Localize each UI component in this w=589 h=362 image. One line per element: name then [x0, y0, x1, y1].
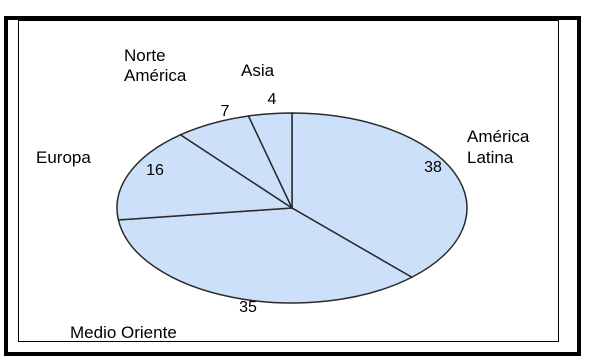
pie-slice-america-latina — [291, 112, 468, 279]
pie-slice-europa — [116, 133, 295, 221]
category-label-medio-oriente: Medio Oriente — [70, 323, 177, 342]
pie-slice-medio-oriente — [117, 207, 414, 304]
category-label-america-latina: América Latina — [467, 127, 530, 167]
category-label-norte-america: Norte América — [124, 46, 187, 85]
value-label-europa: 16 — [146, 162, 164, 179]
value-label-america-latina: 38 — [424, 159, 442, 176]
category-label-asia: Asia — [241, 61, 275, 80]
category-label-europa: Europa — [36, 148, 91, 167]
value-label-medio-oriente: 35 — [239, 299, 257, 316]
value-label-norte-america: 7 — [221, 103, 230, 120]
value-label-asia: 4 — [268, 91, 277, 108]
pie-slice-asia — [247, 112, 293, 209]
